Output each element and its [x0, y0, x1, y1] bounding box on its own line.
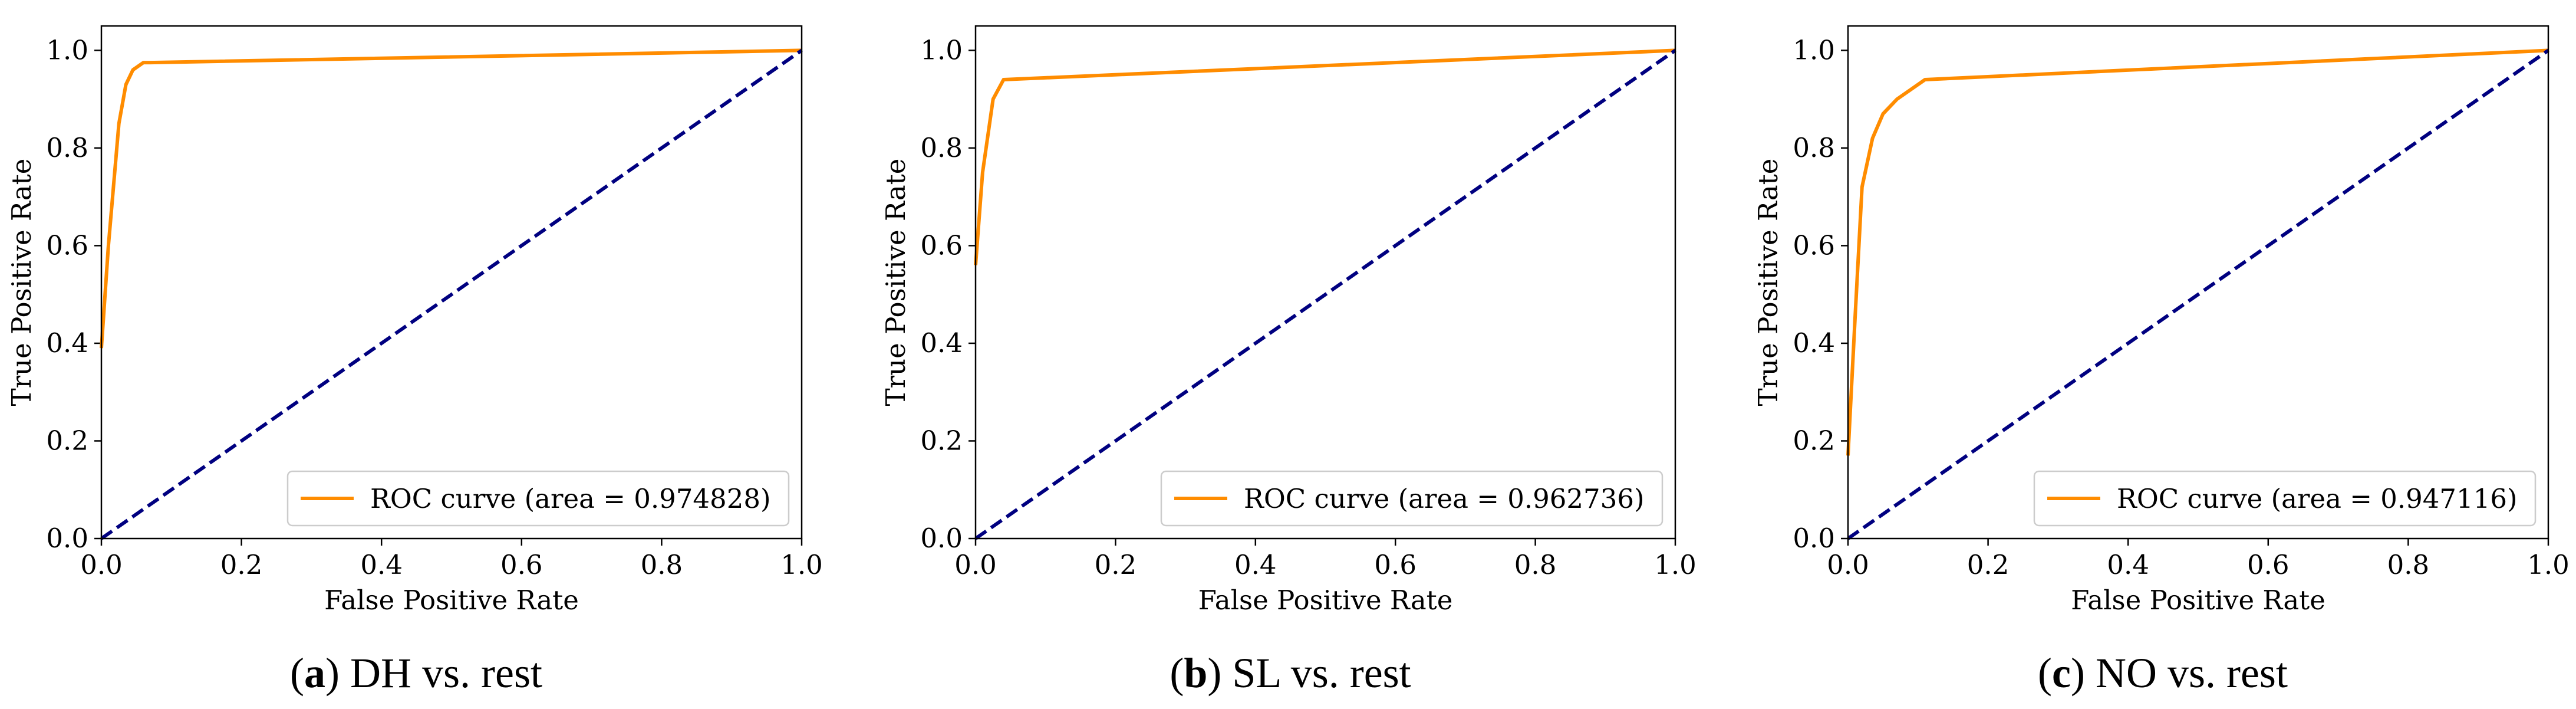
y-axis-label: True Positive Rate — [1753, 159, 1784, 406]
roc-curve-line — [1846, 48, 2549, 456]
x-tick-label: 0.0 — [80, 549, 123, 580]
chance-diagonal-line — [974, 48, 1676, 540]
chart-panel-3: 0.0 0.2 0.4 0.6 0.8 1.0 0.0 0.2 0.4 0.6 0.8 1.0 Fals… — [1753, 25, 2570, 697]
caption-close-paren: ) — [2071, 649, 2096, 697]
panel-caption: (c) NO vs. rest — [2038, 649, 2288, 697]
caption-title: DH vs. rest — [340, 649, 542, 697]
legend: ROC curve (area = 0.962736) — [1160, 470, 1663, 527]
x-axis-label: False Positive Rate — [2071, 585, 2325, 616]
legend-label: ROC curve (area = 0.962736) — [1244, 483, 1645, 514]
x-tick-label: 1.0 — [780, 549, 823, 580]
x-tick-label: 0.4 — [1234, 549, 1277, 580]
y-tick-label: 0.6 — [46, 229, 88, 261]
y-axis-label: True Positive Rate — [880, 159, 911, 406]
y-tick-label: 0.8 — [920, 132, 963, 163]
legend-box — [2033, 470, 2537, 527]
caption-title: SL vs. rest — [1221, 649, 1411, 697]
axes-frame — [1847, 25, 2549, 540]
x-tick-label: 1.0 — [2527, 549, 2570, 580]
y-tick-label: 0.4 — [46, 327, 88, 359]
x-axis-label: False Positive Rate — [1198, 585, 1453, 616]
y-tick-label: 0.4 — [920, 327, 963, 359]
caption-open-paren: ( — [2038, 649, 2052, 697]
x-tick-label: 0.8 — [641, 549, 683, 580]
x-tick-label: 0.4 — [360, 549, 403, 580]
roc-curve-line — [100, 48, 802, 349]
axes-frame — [974, 25, 1676, 540]
y-tick-label: 1.0 — [46, 34, 88, 65]
x-tick-label: 0.6 — [2247, 549, 2290, 580]
y-tick-label: 0.8 — [46, 132, 88, 163]
caption-title: NO vs. rest — [2096, 649, 2288, 697]
y-tick-label: 0.4 — [1793, 327, 1835, 359]
y-tick-label: 0.8 — [1793, 132, 1835, 163]
y-tick-label: 0.0 — [1793, 523, 1835, 554]
caption-close-paren: ) — [1207, 649, 1221, 697]
legend: ROC curve (area = 0.947116) — [2033, 470, 2537, 527]
chart-panel-1: 0.0 0.2 0.4 0.6 0.8 1.0 0.0 0.2 0.4 0.6 0.8 1.0 Fals… — [6, 25, 823, 697]
caption-open-paren: ( — [1170, 649, 1184, 697]
legend-box — [1160, 470, 1663, 527]
legend-label: ROC curve (area = 0.974828) — [370, 483, 771, 514]
caption-letter: b — [1184, 649, 1207, 697]
x-tick-label: 0.2 — [1095, 549, 1137, 580]
x-tick-label: 0.8 — [1514, 549, 1557, 580]
chart-panel-2: 0.0 0.2 0.4 0.6 0.8 1.0 0.0 0.2 0.4 0.6 0.8 1.0 Fals… — [880, 25, 1697, 697]
x-tick-label: 0.4 — [2107, 549, 2149, 580]
legend: ROC curve (area = 0.974828) — [286, 470, 790, 527]
x-tick-label: 0.8 — [2387, 549, 2430, 580]
x-tick-label: 0.0 — [1827, 549, 1869, 580]
chance-diagonal-line — [100, 48, 803, 540]
panel-caption: (a) DH vs. rest — [290, 649, 542, 697]
y-tick-label: 0.6 — [920, 229, 963, 261]
panel-caption: (b) SL vs. rest — [1170, 649, 1411, 697]
y-tick-label: 0.2 — [920, 425, 963, 456]
caption-letter: a — [304, 649, 325, 697]
caption-open-paren: ( — [290, 649, 304, 697]
x-tick-label: 0.2 — [220, 549, 263, 580]
y-tick-label: 0.2 — [1793, 425, 1835, 456]
y-tick-label: 0.0 — [46, 523, 88, 554]
y-tick-label: 0.0 — [920, 523, 963, 554]
legend-label: ROC curve (area = 0.947116) — [2117, 483, 2518, 514]
x-tick-label: 0.6 — [1374, 549, 1417, 580]
y-tick-label: 1.0 — [1793, 34, 1835, 65]
x-tick-label: 0.6 — [500, 549, 543, 580]
chance-diagonal-line — [1847, 48, 2549, 540]
y-axis-label: True Positive Rate — [6, 159, 37, 406]
y-tick-label: 0.6 — [1793, 229, 1835, 261]
caption-close-paren: ) — [325, 649, 340, 697]
x-tick-label: 1.0 — [1654, 549, 1697, 580]
x-tick-label: 0.2 — [1967, 549, 2010, 580]
x-tick-label: 0.0 — [954, 549, 997, 580]
x-axis-label: False Positive Rate — [324, 585, 579, 616]
y-tick-label: 0.2 — [46, 425, 88, 456]
roc-curve-line — [974, 48, 1676, 265]
axes-frame — [100, 25, 803, 540]
legend-box — [286, 470, 790, 527]
y-tick-label: 1.0 — [920, 34, 963, 65]
caption-letter: c — [2052, 649, 2071, 697]
